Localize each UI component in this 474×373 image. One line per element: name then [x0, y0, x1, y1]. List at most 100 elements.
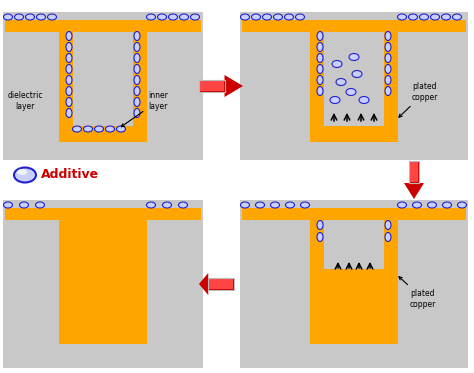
Bar — [73, 328, 133, 334]
Ellipse shape — [398, 202, 407, 208]
Ellipse shape — [412, 202, 421, 208]
Ellipse shape — [263, 14, 272, 20]
Ellipse shape — [385, 43, 391, 51]
Bar — [59, 208, 147, 220]
Ellipse shape — [240, 14, 249, 20]
Ellipse shape — [66, 97, 72, 107]
Bar — [199, 80, 225, 92]
Ellipse shape — [66, 43, 72, 51]
Bar — [209, 279, 233, 289]
Bar — [310, 132, 398, 142]
Ellipse shape — [117, 126, 126, 132]
Bar — [208, 278, 234, 290]
Ellipse shape — [134, 75, 140, 85]
Ellipse shape — [179, 202, 188, 208]
Ellipse shape — [19, 202, 28, 208]
Ellipse shape — [180, 14, 189, 20]
Bar — [242, 208, 466, 220]
Ellipse shape — [134, 65, 140, 73]
Ellipse shape — [191, 14, 200, 20]
Ellipse shape — [336, 78, 346, 85]
Bar — [3, 200, 203, 368]
Bar — [409, 161, 419, 183]
Text: plated
copper: plated copper — [399, 277, 437, 309]
Bar — [208, 278, 234, 290]
Bar — [5, 208, 201, 220]
Polygon shape — [199, 273, 208, 295]
Bar — [240, 200, 468, 368]
Bar — [133, 220, 147, 334]
Text: Additive: Additive — [41, 169, 99, 182]
Bar — [240, 12, 468, 160]
Ellipse shape — [134, 53, 140, 63]
Ellipse shape — [317, 232, 323, 241]
Ellipse shape — [419, 14, 428, 20]
Bar — [324, 328, 384, 334]
Ellipse shape — [385, 220, 391, 229]
Text: inner
layer: inner layer — [121, 91, 168, 127]
Ellipse shape — [457, 202, 466, 208]
Ellipse shape — [453, 14, 462, 20]
Bar — [133, 32, 147, 132]
Ellipse shape — [271, 202, 280, 208]
Ellipse shape — [168, 14, 177, 20]
Bar — [242, 20, 466, 32]
Bar — [59, 32, 73, 132]
Ellipse shape — [14, 167, 36, 182]
Polygon shape — [404, 183, 424, 199]
Ellipse shape — [409, 14, 418, 20]
Ellipse shape — [332, 60, 342, 68]
Ellipse shape — [317, 65, 323, 73]
Bar — [324, 126, 384, 132]
Text: plated
copper: plated copper — [399, 82, 438, 117]
Bar — [73, 220, 133, 334]
Ellipse shape — [134, 87, 140, 95]
Ellipse shape — [66, 109, 72, 117]
Ellipse shape — [443, 202, 452, 208]
Ellipse shape — [3, 202, 12, 208]
Text: dielectric
layer: dielectric layer — [7, 91, 43, 111]
Ellipse shape — [284, 14, 293, 20]
Ellipse shape — [134, 97, 140, 107]
Ellipse shape — [73, 126, 82, 132]
Ellipse shape — [385, 232, 391, 241]
Ellipse shape — [428, 202, 437, 208]
Ellipse shape — [66, 31, 72, 41]
Ellipse shape — [17, 169, 27, 175]
Ellipse shape — [47, 14, 56, 20]
Ellipse shape — [385, 75, 391, 85]
Ellipse shape — [295, 14, 304, 20]
Ellipse shape — [83, 126, 92, 132]
Bar — [73, 126, 133, 132]
Bar — [3, 12, 203, 160]
Bar — [410, 162, 418, 182]
Bar — [199, 80, 225, 92]
Ellipse shape — [430, 14, 439, 20]
Ellipse shape — [94, 126, 103, 132]
Ellipse shape — [36, 202, 45, 208]
Bar — [310, 334, 398, 344]
Ellipse shape — [385, 53, 391, 63]
Ellipse shape — [146, 202, 155, 208]
Ellipse shape — [252, 14, 261, 20]
Ellipse shape — [134, 109, 140, 117]
Ellipse shape — [317, 53, 323, 63]
Bar — [59, 220, 73, 334]
Ellipse shape — [134, 31, 140, 41]
Ellipse shape — [317, 31, 323, 41]
Ellipse shape — [66, 53, 72, 63]
Ellipse shape — [106, 126, 115, 132]
Ellipse shape — [398, 14, 407, 20]
Ellipse shape — [15, 14, 24, 20]
Bar — [384, 32, 398, 132]
Polygon shape — [225, 75, 243, 97]
Ellipse shape — [317, 75, 323, 85]
Ellipse shape — [349, 53, 359, 60]
Ellipse shape — [330, 97, 340, 103]
Ellipse shape — [163, 202, 172, 208]
Ellipse shape — [36, 14, 46, 20]
Ellipse shape — [26, 14, 35, 20]
Ellipse shape — [317, 220, 323, 229]
Bar — [59, 132, 147, 142]
Ellipse shape — [157, 14, 166, 20]
